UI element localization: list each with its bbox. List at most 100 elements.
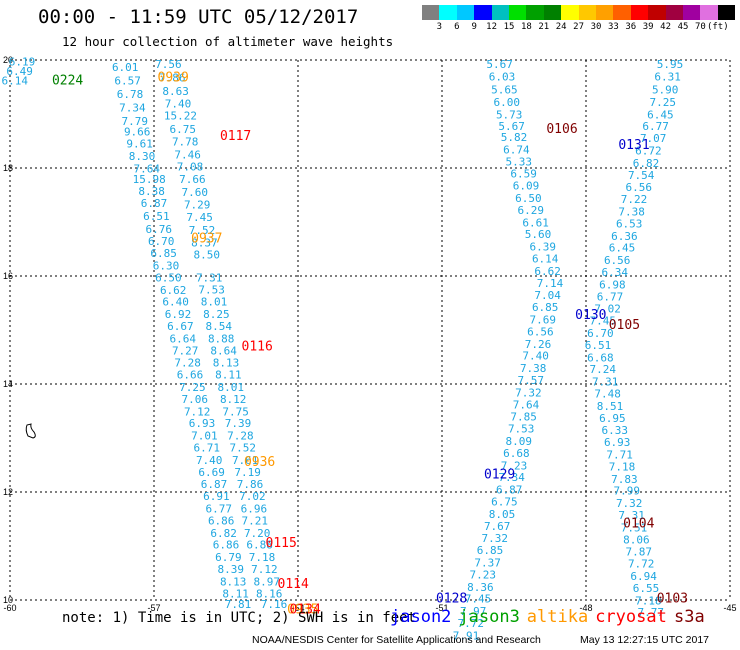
wave-height-value: 7.66 [179, 173, 206, 186]
wave-height-value: 6.75 [170, 123, 197, 136]
wave-height-value: 5.33 [506, 155, 533, 168]
wave-height-value: 6.87 [141, 197, 168, 210]
wave-height-value: 7.79 [122, 115, 149, 128]
wave-height-value: 7.31 [618, 509, 645, 522]
axis-ticks: 20 18 16 14 12 10-60 -57 -54 -51 -48 -45 [3, 55, 737, 613]
wave-height-value: 6.88 [246, 539, 273, 552]
wave-height-value: 7.40 [196, 454, 223, 467]
scale-label: 6 [454, 22, 460, 32]
wave-height-value: 6.66 [177, 369, 204, 382]
wave-height-value: 6.71 [194, 442, 221, 455]
wave-height-value: 7.45 [186, 211, 213, 224]
wave-height-value: 7.32 [515, 386, 542, 399]
wave-height-value: 6.30 [153, 260, 180, 273]
wave-height-value: 7.26 [525, 338, 552, 351]
y-tick-label: 18 [3, 163, 13, 173]
x-tick-label: -60 [3, 603, 16, 613]
scale-swatch [648, 5, 666, 20]
wave-height-value: 6.69 [198, 466, 225, 479]
wave-height-value: 7.45 [590, 315, 617, 328]
scale-swatch [596, 5, 614, 20]
wave-height-value: 6.91 [203, 490, 230, 503]
wave-height-value: 7.86 [159, 72, 186, 85]
wave-height-value: 7.40 [165, 98, 192, 111]
wave-height-value: 6.67 [167, 320, 194, 333]
track-time-label: 0939 [158, 71, 189, 86]
wave-height-value: 15.98 [133, 173, 166, 186]
wave-height-value: 6.09 [513, 180, 540, 193]
wave-height-value: 7.39 [225, 417, 252, 430]
track-time-label: 0128 [436, 592, 467, 607]
scale-swatch [700, 5, 718, 20]
scale-swatch [683, 5, 701, 20]
wave-height-value: 7.86 [237, 478, 264, 491]
legend-cryosat: cryosat [595, 607, 667, 627]
wave-height-value: 7.87 [626, 546, 653, 559]
wave-height-value: 7.91 [453, 629, 480, 642]
wave-height-value: 6.14 [532, 253, 559, 266]
scale-label: 18 [520, 22, 532, 32]
wave-height-value: 7.51 [621, 521, 648, 534]
wave-height-value: 8.12 [220, 393, 247, 406]
wave-height-value: 6.77 [597, 290, 624, 303]
wave-height-value: 6.45 [609, 242, 636, 255]
wave-height-value: 7.01 [191, 430, 218, 443]
wave-height-value: 5.67 [486, 58, 513, 71]
scale-swatch [422, 5, 440, 20]
wave-height-value: 7.77 [638, 606, 665, 619]
wave-height-value: 8.50 [194, 249, 221, 262]
wave-height-value: 6.68 [503, 447, 530, 460]
wave-height-value: 6.45 [647, 108, 674, 121]
legend-jason3: jason3 [458, 607, 520, 627]
track-time-label: 0131 [618, 138, 649, 153]
wave-height-value: 7.69 [530, 314, 557, 327]
x-tick-label: -45 [723, 603, 736, 613]
wave-height-value: 7.64 [134, 162, 161, 175]
note-text: note: 1) Time is in UTC; 2) SWH is in fe… [62, 610, 417, 626]
wave-height-value: 6.39 [530, 241, 557, 254]
scale-label: 33 [607, 22, 619, 32]
wave-height-value: 8.36 [467, 581, 494, 594]
page-title: 00:00 - 11:59 UTC 05/12/2017 [38, 6, 359, 28]
y-tick-label: 14 [3, 379, 13, 389]
wave-height-value: 6.29 [518, 204, 545, 217]
wave-height-value: 7.38 [520, 362, 547, 375]
wave-height-value: 6.70 [587, 327, 614, 340]
scale-swatch [509, 5, 527, 20]
wave-height-value: 7.24 [590, 363, 617, 376]
track-time-label: 0116 [242, 340, 273, 355]
wave-height-value: 6.86 [208, 514, 235, 527]
x-tick-label: -57 [147, 603, 160, 613]
wave-height-value: 7.97 [460, 605, 487, 618]
wave-height-value: 7.78 [172, 135, 199, 148]
wave-height-value: 6.56 [527, 325, 554, 338]
wave-height-value: 5.67 [498, 120, 525, 133]
wave-height-value: 8.01 [201, 296, 228, 309]
wave-height-value: 7.04 [534, 289, 561, 302]
wave-height-value: 6.50 [155, 271, 182, 284]
wave-height-value: 6.33 [602, 424, 629, 437]
wave-height-value: 6.51 [143, 210, 170, 223]
wave-height-value: 6.40 [162, 296, 189, 309]
footer-timestamp: May 13 12:27:15 UTC 2017 [580, 634, 709, 646]
track-time-label: 0115 [266, 536, 297, 551]
legend-altika: altika [526, 607, 589, 627]
track-time-label: 0937 [191, 232, 222, 247]
wave-height-value: 6.82 [633, 157, 660, 170]
wave-height-value: 7.72 [458, 617, 485, 630]
wave-height-value: 8.09 [506, 435, 533, 448]
wave-height-value: 6.49 [6, 65, 33, 78]
wave-height-value: 6.61 [522, 216, 549, 229]
scale-swatch [491, 5, 509, 20]
wave-height-value: 7.14 [537, 277, 564, 290]
wave-height-value: 7.71 [606, 449, 633, 462]
wave-height-value: 6.78 [117, 88, 144, 101]
track-time-label: 0129 [484, 468, 515, 483]
wave-height-value: 7.22 [621, 193, 648, 206]
wave-height-value: 8.06 [623, 533, 650, 546]
wave-height-value: 6.77 [206, 503, 233, 516]
wave-height-value: 7.61 [232, 454, 259, 467]
wave-height-value: 6.86 [213, 539, 240, 552]
wave-height-value: 8.01 [218, 381, 245, 394]
wave-height-value: 7.48 [594, 388, 621, 401]
